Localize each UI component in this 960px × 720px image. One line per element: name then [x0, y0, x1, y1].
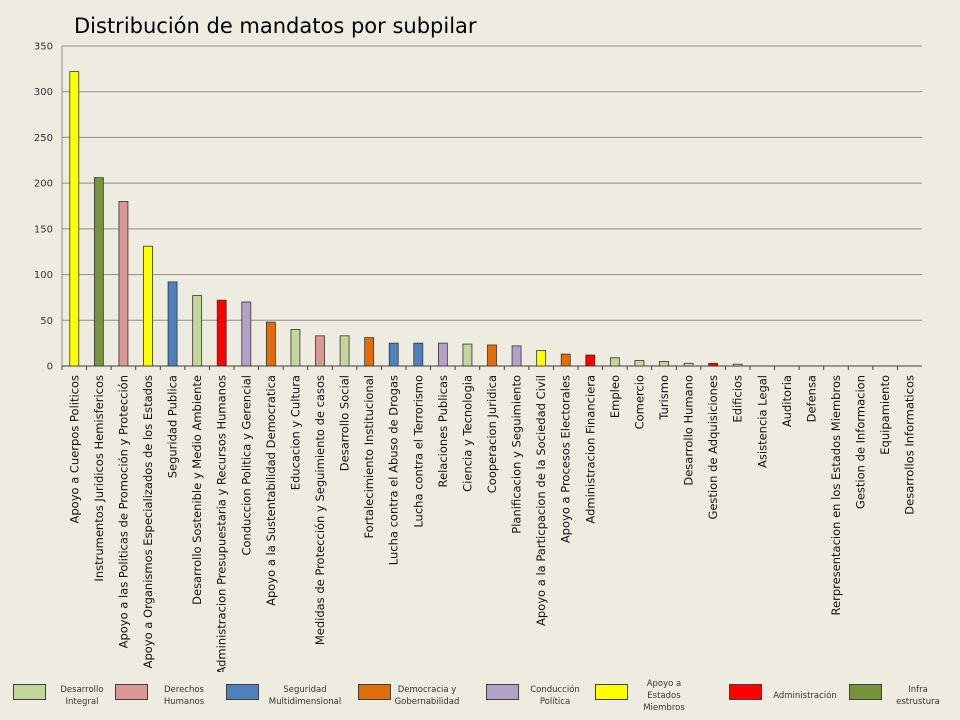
legend-label: Seguridad Multidimensional [268, 685, 342, 707]
category-label: Gestion de Adquisiciones [706, 375, 720, 520]
y-tick-label: 200 [34, 179, 53, 190]
bar [167, 281, 178, 367]
category-label: Edificios [731, 375, 745, 423]
bar [339, 335, 350, 367]
y-tick-label: 100 [34, 270, 53, 281]
category-label: Instrumentos Juridicos Hemisfericos [92, 375, 106, 582]
bar [388, 342, 399, 367]
bar [241, 301, 252, 367]
category-label: Lucha contra el Abuso de Drogas [387, 375, 401, 565]
bar [315, 335, 325, 367]
legend-swatch [729, 684, 762, 700]
category-label: Apoyo a la Sustentabilidad Democratica [264, 375, 278, 606]
category-label: Desarrollo Humano [682, 375, 696, 486]
category-label: Gestion de Informacion [854, 375, 868, 509]
bar [585, 354, 596, 367]
bar [437, 342, 448, 367]
legend-label: Derechos Humanos [163, 685, 205, 707]
category-label: Administracion Presupuestaria y Recursos… [215, 375, 229, 672]
legend-swatch [849, 684, 882, 700]
bar-chart: 0 50 100 150 200 250 300 350 Apoyo a Cuerpos Pol… [34, 42, 922, 672]
bar [69, 71, 80, 367]
category-label: Comercio [632, 375, 646, 429]
category-label: Conduccion Politica y Gerencial [239, 375, 253, 556]
bar [143, 245, 153, 367]
category-label: Rerpresentacion en los Estados Miembros [829, 375, 843, 615]
bar [708, 362, 719, 367]
legend-swatch [358, 684, 391, 700]
category-label: Cooperacion Juridica [485, 375, 499, 493]
bar [634, 360, 645, 367]
category-label: Relaciones Publicas [436, 375, 450, 487]
category-label: Apoyo a Cuerpos Politicos [67, 375, 81, 524]
bar [216, 299, 227, 367]
category-label: Asistencia Legal [755, 375, 769, 468]
y-tick-label: 0 [47, 362, 53, 373]
chart-legend: Desarrollo Integral Derechos Humanos Segur… [0, 672, 960, 720]
bar [462, 343, 473, 367]
category-label: Fortalecimiento Institucional [362, 375, 376, 539]
bar [118, 201, 129, 367]
category-label: Empleo [608, 375, 622, 418]
bar [659, 361, 669, 367]
bar [192, 295, 203, 367]
category-label: Desarrollos Informaticos [903, 375, 917, 515]
legend-swatch [13, 684, 46, 700]
category-label: Apoyo a Organismos Especializados de los… [141, 375, 155, 668]
bar [511, 345, 522, 367]
bar [609, 357, 620, 367]
y-tick-label: 300 [34, 87, 53, 98]
legend-label: Conducción Política [530, 685, 580, 707]
bar [732, 363, 743, 367]
legend-label: Desarrollo Integral [60, 685, 104, 707]
legend-swatch [486, 684, 519, 700]
y-tick-label: 250 [34, 133, 53, 144]
category-label: Medidas de Protección y Seguimiento de c… [313, 375, 327, 645]
chart-title: Distribución de mandatos por subpilar [74, 14, 477, 38]
bar [93, 177, 104, 367]
y-tick-label: 50 [40, 316, 53, 327]
bar [683, 362, 694, 367]
category-label: Lucha contra el Terrorismo [411, 375, 425, 528]
bar [413, 342, 424, 367]
category-label: Apoyo a Procesos Electorales [559, 375, 573, 543]
legend-label: Infra estrustura [896, 685, 940, 707]
category-label: Turismo [657, 375, 671, 421]
category-label: Seguridad Publica [166, 375, 180, 478]
category-label: Ciencia y Tecnologia [460, 375, 474, 492]
bar [265, 321, 276, 367]
legend-swatch [595, 684, 628, 700]
category-label: Desarrollo Social [338, 375, 352, 471]
bar [487, 344, 497, 367]
category-label: Desarrollo Sostenible y Medio Ambiente [190, 375, 204, 605]
bar [560, 353, 571, 367]
y-tick-label: 350 [34, 42, 53, 53]
category-label: Defensa [804, 375, 818, 422]
bar [364, 337, 375, 367]
category-label: Planificacion y Seguimiento [510, 375, 524, 534]
legend-swatch [115, 684, 148, 700]
legend-swatch [226, 684, 259, 700]
bar [536, 350, 547, 367]
y-tick-label: 150 [34, 224, 53, 235]
bar [290, 329, 301, 367]
legend-label: Administración [773, 691, 837, 701]
category-label: Apoyo a la Particpacion de la Sociedad C… [534, 375, 548, 626]
category-label: Administracion Financiera [583, 375, 597, 524]
category-label: Auditoria [780, 375, 794, 427]
legend-label: Democracia y Gobernabilidad [394, 685, 460, 707]
category-label: Educacion y Cultura [288, 375, 302, 490]
legend-label: Apoyo a Estados Miembros [643, 679, 685, 713]
category-label: Apoyo a las Politicas de Promoción y Pro… [116, 375, 130, 648]
category-label: Equipamiento [878, 375, 892, 455]
